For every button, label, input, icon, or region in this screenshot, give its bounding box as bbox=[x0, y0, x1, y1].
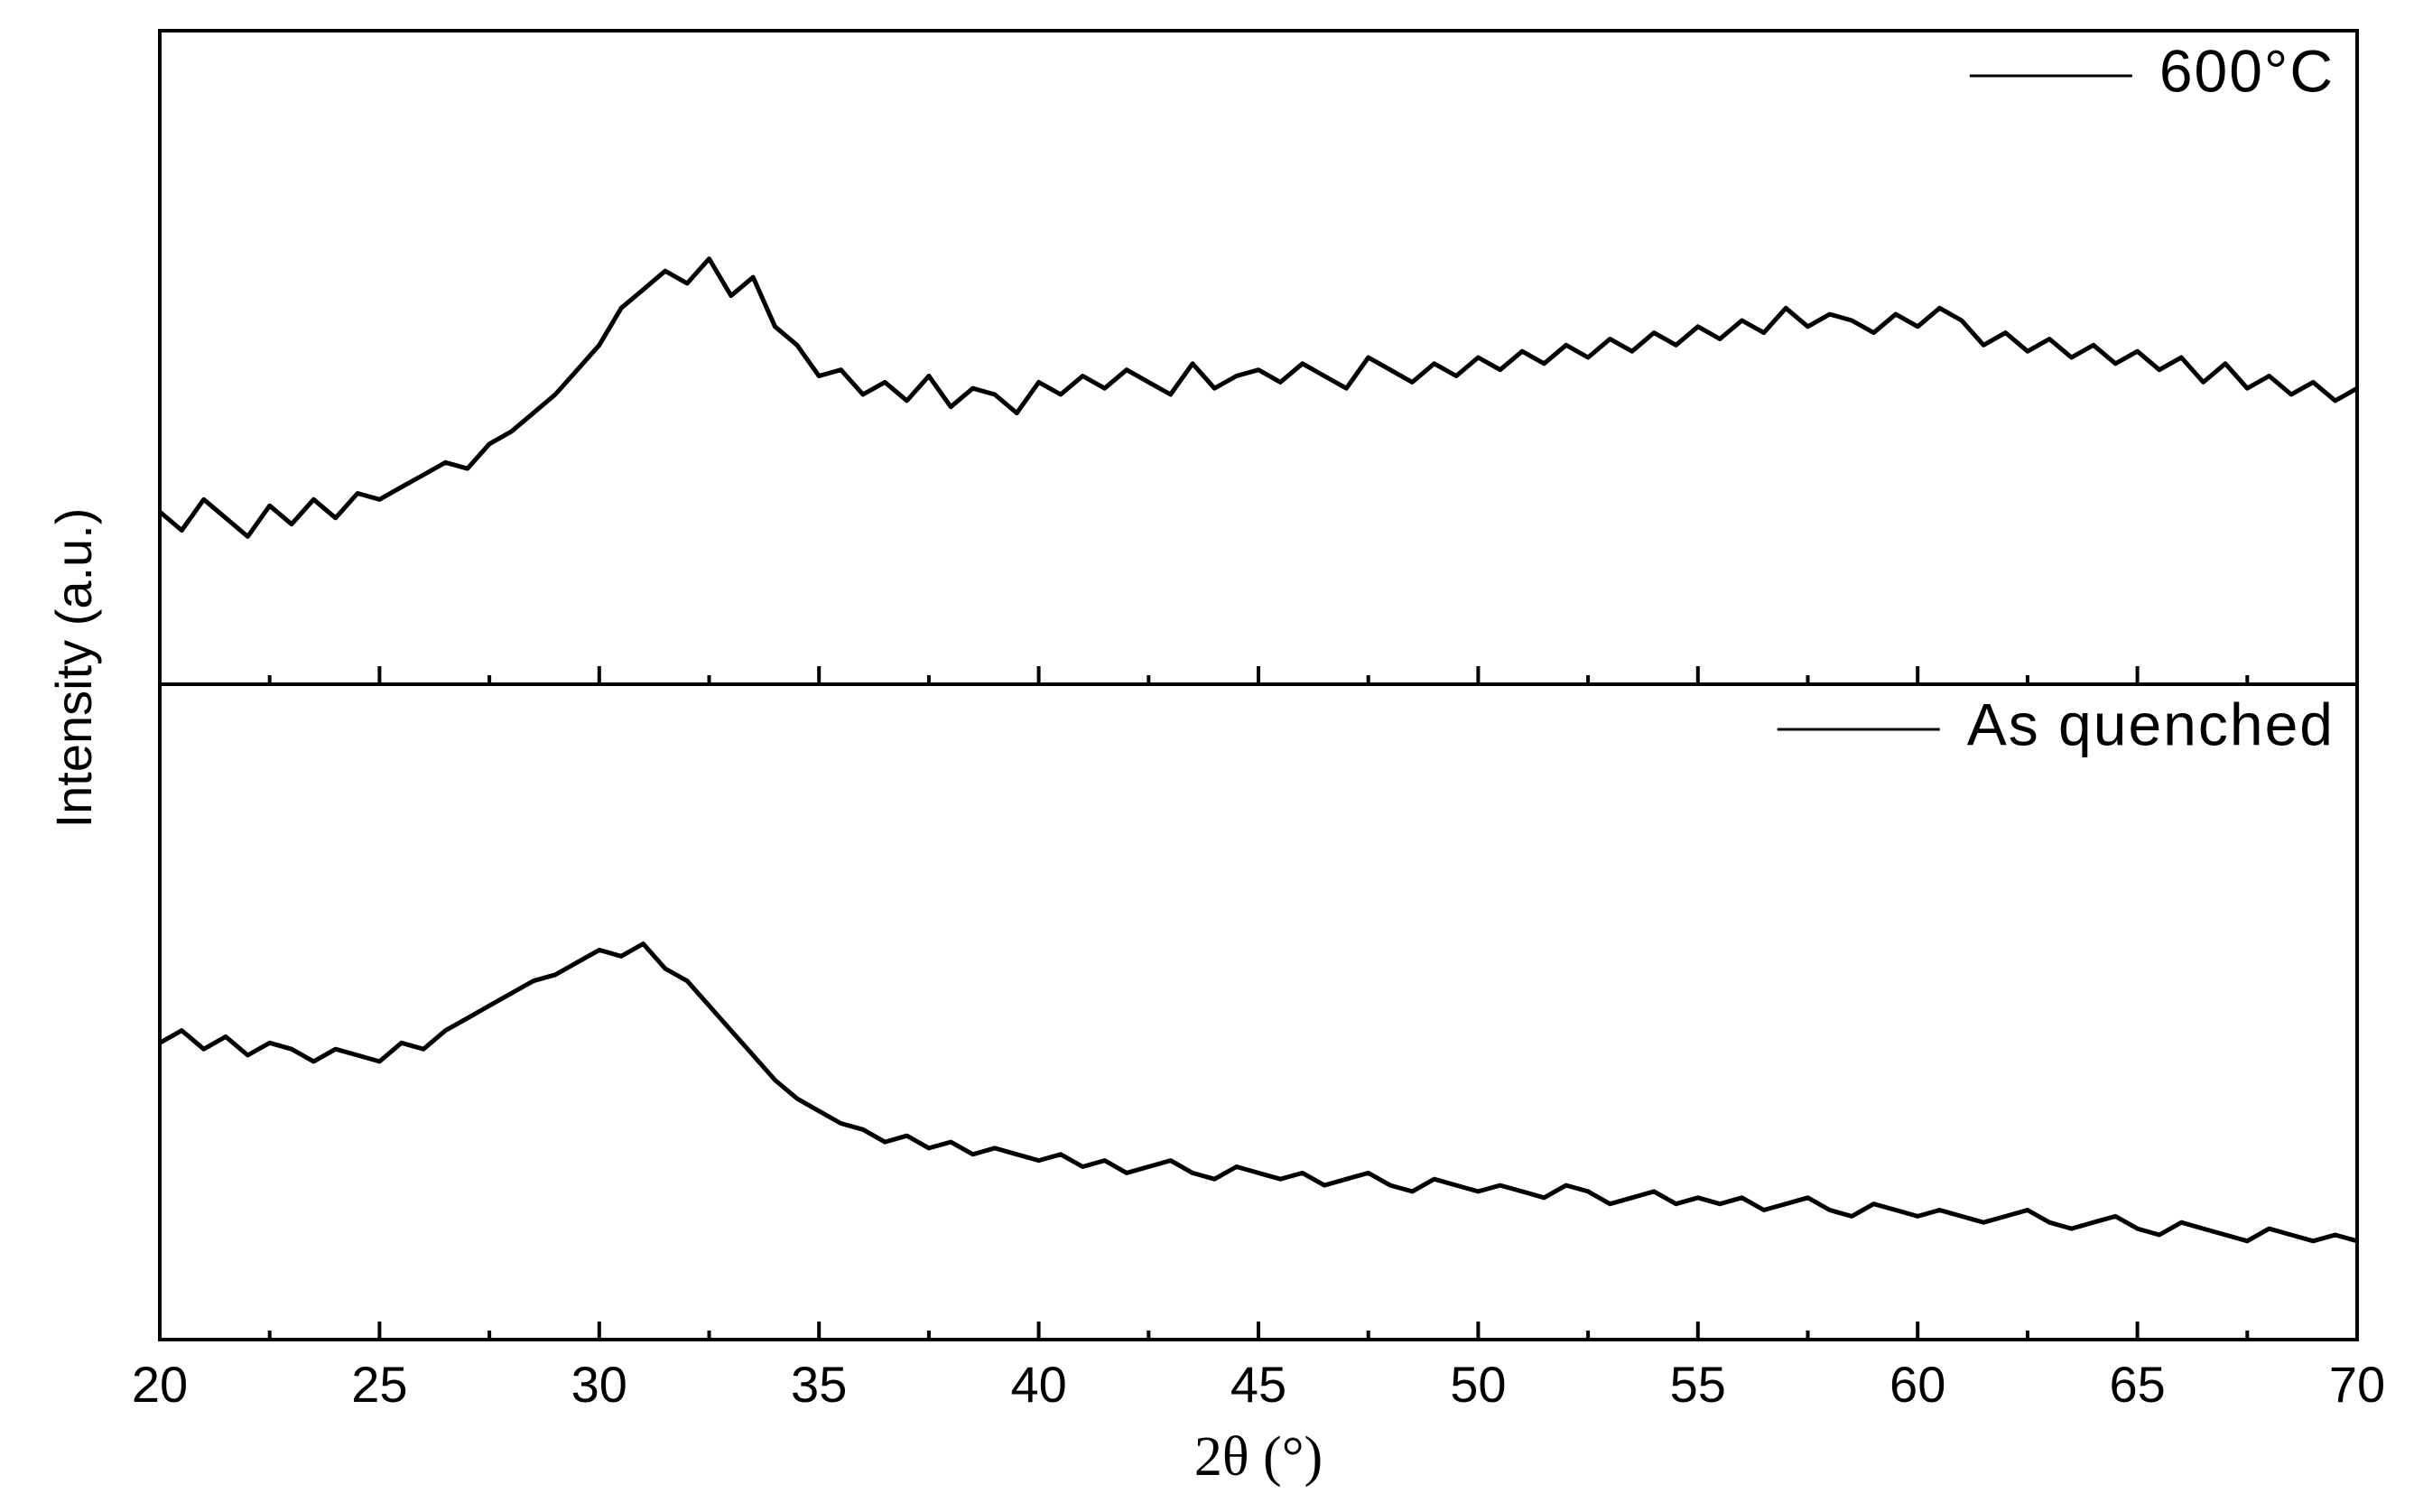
x-tick-label: 70 bbox=[2329, 1356, 2385, 1413]
x-tick-label: 35 bbox=[791, 1356, 847, 1413]
data-line bbox=[158, 942, 2358, 1244]
data-line bbox=[158, 256, 2359, 539]
x-axis-label: 2θ (°) bbox=[1194, 1426, 1323, 1488]
x-tick-label: 45 bbox=[1230, 1356, 1286, 1413]
x-tick-label: 55 bbox=[1670, 1356, 1726, 1413]
x-tick-label: 65 bbox=[2109, 1356, 2165, 1413]
legend-label: 600°C bbox=[2159, 37, 2335, 104]
x-tick-label: 30 bbox=[571, 1356, 627, 1413]
legend-label: As quenched bbox=[1967, 691, 2335, 757]
x-tick-label: 40 bbox=[1010, 1356, 1066, 1413]
x-tick-label: 50 bbox=[1450, 1356, 1506, 1413]
y-axis-label: Intensity (a.u.) bbox=[45, 508, 102, 829]
x-tick-label: 25 bbox=[351, 1356, 407, 1413]
x-tick-label: 60 bbox=[1889, 1356, 1945, 1413]
x-tick-label: 20 bbox=[132, 1356, 188, 1413]
